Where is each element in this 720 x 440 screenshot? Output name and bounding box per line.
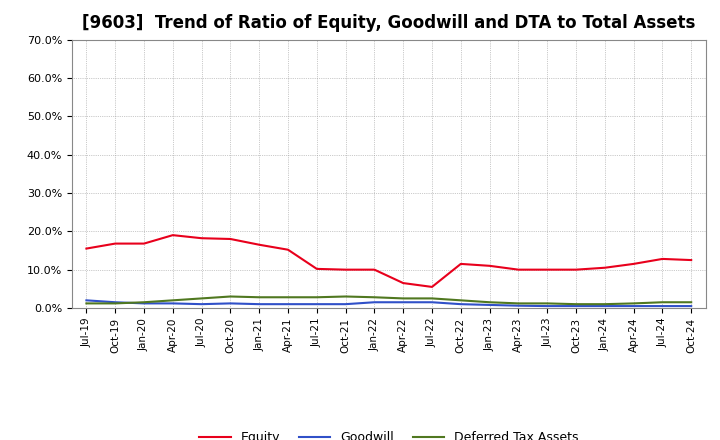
- Legend: Equity, Goodwill, Deferred Tax Assets: Equity, Goodwill, Deferred Tax Assets: [194, 426, 583, 440]
- Deferred Tax Assets: [600, 301, 609, 307]
- Equity: [456, 261, 465, 267]
- Title: [9603]  Trend of Ratio of Equity, Goodwill and DTA to Total Assets: [9603] Trend of Ratio of Equity, Goodwil…: [82, 15, 696, 33]
- Equity: [658, 256, 667, 261]
- Deferred Tax Assets: [284, 295, 292, 300]
- Deferred Tax Assets: [543, 301, 552, 306]
- Equity: [399, 280, 408, 286]
- Deferred Tax Assets: [687, 300, 696, 305]
- Deferred Tax Assets: [255, 295, 264, 300]
- Deferred Tax Assets: [168, 298, 177, 303]
- Equity: [284, 247, 292, 253]
- Equity: [226, 236, 235, 242]
- Deferred Tax Assets: [312, 295, 321, 300]
- Goodwill: [111, 300, 120, 305]
- Deferred Tax Assets: [341, 294, 350, 299]
- Deferred Tax Assets: [456, 298, 465, 303]
- Goodwill: [687, 304, 696, 309]
- Equity: [111, 241, 120, 246]
- Goodwill: [514, 303, 523, 308]
- Deferred Tax Assets: [82, 301, 91, 306]
- Deferred Tax Assets: [658, 300, 667, 305]
- Goodwill: [658, 304, 667, 309]
- Line: Goodwill: Goodwill: [86, 301, 691, 306]
- Equity: [255, 242, 264, 247]
- Goodwill: [284, 301, 292, 307]
- Goodwill: [399, 300, 408, 305]
- Deferred Tax Assets: [572, 301, 580, 307]
- Goodwill: [168, 301, 177, 306]
- Goodwill: [140, 301, 148, 306]
- Goodwill: [485, 302, 494, 308]
- Equity: [572, 267, 580, 272]
- Goodwill: [226, 301, 235, 306]
- Goodwill: [312, 301, 321, 307]
- Goodwill: [428, 300, 436, 305]
- Deferred Tax Assets: [370, 295, 379, 300]
- Goodwill: [543, 304, 552, 309]
- Equity: [600, 265, 609, 270]
- Line: Equity: Equity: [86, 235, 691, 287]
- Equity: [312, 266, 321, 271]
- Equity: [543, 267, 552, 272]
- Equity: [687, 257, 696, 263]
- Deferred Tax Assets: [428, 296, 436, 301]
- Goodwill: [341, 301, 350, 307]
- Line: Deferred Tax Assets: Deferred Tax Assets: [86, 297, 691, 304]
- Deferred Tax Assets: [629, 301, 638, 306]
- Equity: [485, 263, 494, 268]
- Equity: [341, 267, 350, 272]
- Goodwill: [197, 301, 206, 307]
- Goodwill: [629, 304, 638, 309]
- Equity: [629, 261, 638, 267]
- Equity: [428, 284, 436, 290]
- Equity: [514, 267, 523, 272]
- Goodwill: [255, 301, 264, 307]
- Goodwill: [456, 301, 465, 307]
- Equity: [168, 232, 177, 238]
- Equity: [82, 246, 91, 251]
- Equity: [370, 267, 379, 272]
- Deferred Tax Assets: [514, 301, 523, 306]
- Deferred Tax Assets: [226, 294, 235, 299]
- Deferred Tax Assets: [111, 301, 120, 306]
- Equity: [197, 235, 206, 241]
- Deferred Tax Assets: [485, 300, 494, 305]
- Goodwill: [82, 298, 91, 303]
- Equity: [140, 241, 148, 246]
- Goodwill: [370, 300, 379, 305]
- Deferred Tax Assets: [140, 300, 148, 305]
- Deferred Tax Assets: [197, 296, 206, 301]
- Goodwill: [600, 304, 609, 309]
- Goodwill: [572, 304, 580, 309]
- Deferred Tax Assets: [399, 296, 408, 301]
